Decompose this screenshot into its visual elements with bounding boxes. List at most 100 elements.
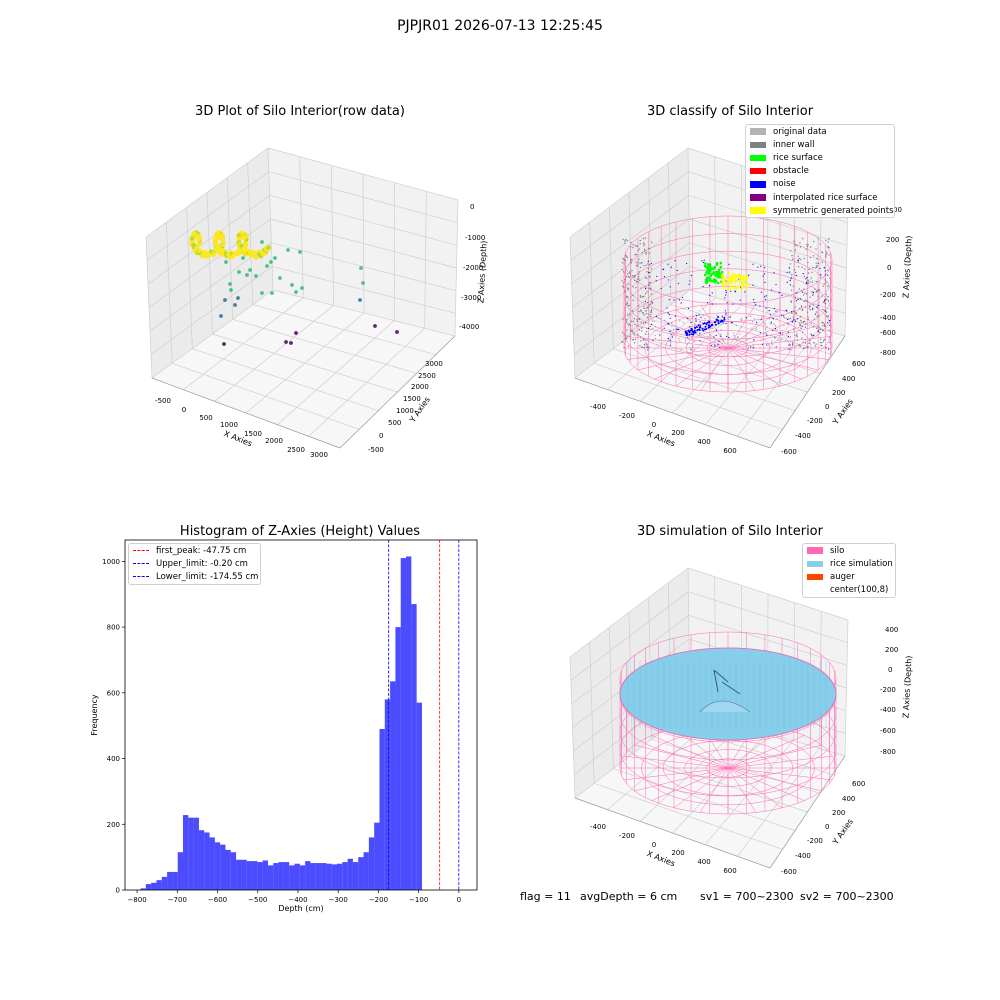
raw-point: [251, 249, 257, 255]
rice-surface-point: [705, 271, 709, 275]
symmetric-point: [730, 284, 734, 288]
inner-wall-point: [801, 337, 803, 339]
histogram-bar: [140, 888, 146, 890]
noise-point: [714, 344, 716, 346]
figure-title: PJPJR01 2026-07-13 12:25:45: [397, 18, 603, 34]
inner-wall-point: [641, 296, 643, 298]
inner-wall-point: [651, 293, 653, 296]
noise-point: [705, 323, 708, 326]
original-point: [657, 317, 660, 319]
symmetric-point: [721, 276, 725, 280]
simulation-z-tick: -200: [880, 686, 896, 694]
histogram-bar: [230, 852, 237, 890]
noise-point: [700, 316, 702, 318]
noise-point: [764, 267, 766, 269]
inner-wall-point: [636, 319, 638, 321]
inner-wall-point: [814, 288, 816, 290]
noise-point: [802, 273, 804, 275]
inner-wall-point: [795, 312, 797, 314]
inner-wall-point: [824, 279, 826, 281]
noise-point: [717, 322, 720, 325]
original-point: [678, 337, 680, 340]
inner-wall-point: [642, 312, 645, 314]
legend-label: obstacle: [773, 166, 809, 177]
noise-point: [698, 328, 701, 331]
legend-label: center(100,8): [830, 585, 889, 596]
inner-wall-point: [634, 254, 636, 256]
classify-y-tick: 600: [852, 360, 865, 368]
inner-wall-point: [649, 303, 651, 305]
noise-point: [651, 302, 654, 304]
inner-wall-point: [639, 340, 642, 342]
x-tick-label: −400: [288, 896, 307, 904]
inner-wall-point: [634, 323, 636, 326]
raw-point: [359, 266, 363, 270]
original-point: [735, 324, 738, 327]
inner-wall-point: [825, 281, 827, 284]
noise-point: [752, 284, 754, 286]
legend-swatch: [750, 181, 766, 188]
inner-wall-point: [825, 315, 828, 317]
inner-wall-point: [628, 271, 631, 273]
noise-point: [702, 322, 705, 325]
noise-point: [678, 328, 680, 331]
noise-point: [703, 259, 705, 261]
inner-wall-point: [807, 318, 809, 321]
inner-wall-point: [625, 276, 628, 278]
inner-wall-point: [621, 341, 623, 343]
raw-point: [260, 240, 264, 244]
original-point: [787, 337, 789, 339]
symmetric-point: [737, 279, 741, 283]
noise-point: [731, 322, 733, 324]
inner-wall-point: [796, 291, 799, 294]
noise-point: [715, 329, 718, 331]
inner-wall-point: [641, 346, 643, 348]
inner-wall-point: [646, 301, 649, 304]
noise-point: [764, 281, 766, 284]
inner-wall-point: [643, 305, 645, 308]
inner-wall-point: [628, 276, 631, 279]
symmetric-point: [732, 272, 736, 276]
symmetric-point: [745, 274, 748, 277]
noise-point: [668, 299, 670, 301]
inner-wall-point: [645, 330, 648, 333]
classify-z-tick: 0: [887, 264, 891, 272]
noise-point: [730, 321, 732, 323]
inner-wall-point: [828, 238, 830, 240]
original-point: [764, 324, 766, 326]
footer-flag: flag = 11: [520, 890, 571, 903]
legend-label: rice surface: [773, 152, 823, 163]
inner-wall-point: [821, 325, 824, 327]
inner-wall-point: [640, 309, 642, 311]
inner-wall-point: [644, 333, 647, 335]
histogram-bar: [183, 815, 189, 890]
noise-point: [687, 337, 689, 339]
inner-wall-point: [647, 263, 649, 265]
histogram-bar: [167, 871, 173, 890]
noise-point: [669, 344, 671, 346]
symmetric-point: [734, 274, 738, 277]
inner-wall-point: [643, 248, 646, 251]
histogram-x-axis-label: Depth (cm): [278, 904, 323, 913]
histogram-bar: [204, 832, 210, 890]
noise-point: [651, 323, 653, 326]
inner-wall-point: [624, 238, 627, 241]
inner-wall-point: [811, 335, 813, 337]
legend-label: Upper_limit: -0.20 cm: [156, 558, 248, 569]
noise-point: [648, 327, 650, 329]
simulation-y-axis-label: Y Axies: [830, 817, 855, 847]
histogram-bar: [156, 880, 162, 890]
original-point: [654, 325, 657, 328]
inner-wall-point: [641, 251, 644, 254]
inner-wall-point: [633, 276, 636, 278]
noise-point: [711, 303, 713, 305]
inner-wall-point: [647, 333, 650, 336]
inner-wall-point: [790, 312, 793, 314]
classify-3d-plot: -400 -200 0 200 400 600 -600 -400 -200 0…: [569, 147, 914, 456]
noise-point: [691, 330, 694, 333]
legend-label: inner wall: [773, 139, 815, 150]
noise-point: [795, 300, 798, 302]
raw-point: [236, 296, 240, 300]
histogram-bar: [289, 865, 295, 890]
inner-wall-point: [794, 271, 797, 274]
